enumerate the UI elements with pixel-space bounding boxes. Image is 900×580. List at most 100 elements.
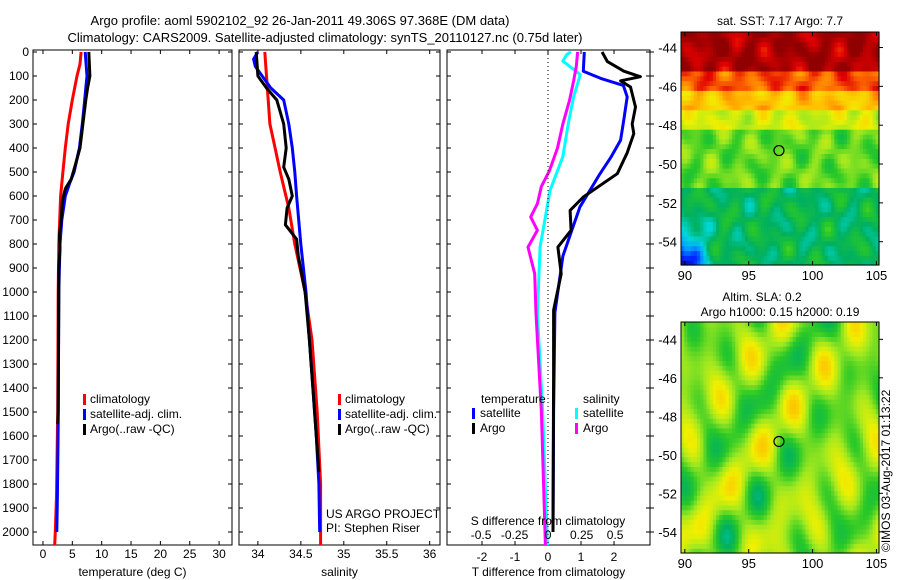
sst-cell bbox=[757, 240, 762, 247]
sst-cell bbox=[872, 129, 877, 135]
sla-cell bbox=[693, 442, 698, 448]
sst-cell bbox=[760, 61, 765, 67]
sla-cell bbox=[687, 408, 692, 414]
sla-cell bbox=[780, 461, 784, 467]
sla-cell bbox=[681, 379, 685, 386]
sst-cell bbox=[805, 216, 810, 222]
sst-cell bbox=[866, 70, 870, 77]
sst-cell bbox=[687, 95, 692, 101]
sla-cell bbox=[757, 379, 762, 386]
sst-cell bbox=[783, 167, 787, 174]
sla-cell bbox=[783, 374, 787, 381]
sla-cell bbox=[783, 456, 787, 463]
legend-swatch bbox=[83, 394, 86, 405]
sla-cell bbox=[722, 374, 727, 381]
sst-cell bbox=[818, 255, 823, 261]
sst-cell bbox=[863, 163, 867, 169]
sla-cell bbox=[703, 423, 708, 429]
sst-cell bbox=[805, 90, 810, 96]
sst-cell bbox=[712, 255, 717, 261]
sst-cell bbox=[866, 100, 870, 106]
sst-cell bbox=[818, 119, 823, 125]
sst-cell bbox=[722, 255, 727, 261]
sla-cell bbox=[776, 355, 781, 362]
sla-cell bbox=[767, 524, 771, 530]
sst-cell bbox=[764, 85, 768, 91]
sst-cell bbox=[697, 255, 701, 261]
sst-cell bbox=[719, 167, 724, 174]
sst-cell bbox=[757, 163, 762, 169]
sla-cell bbox=[719, 394, 724, 400]
sla-cell bbox=[757, 504, 762, 511]
sst-cell bbox=[751, 100, 756, 106]
sst-cell bbox=[687, 66, 692, 72]
sst-cell bbox=[712, 41, 717, 48]
sst-cell bbox=[837, 231, 842, 237]
sst-cell bbox=[741, 158, 746, 164]
sst-cell bbox=[764, 235, 768, 242]
sst-cell bbox=[760, 245, 765, 252]
sst-cell bbox=[834, 51, 839, 57]
sla-cell bbox=[700, 322, 704, 328]
sla-cell bbox=[712, 341, 717, 347]
sla-cell bbox=[741, 360, 746, 366]
sst-cell bbox=[748, 177, 752, 184]
sst-cell bbox=[744, 75, 749, 82]
sst-cell bbox=[799, 172, 803, 179]
sla-cell bbox=[796, 543, 800, 549]
sst-cell bbox=[792, 80, 797, 86]
sst-cell bbox=[716, 100, 720, 106]
sst-cell bbox=[856, 250, 861, 256]
sst-cell bbox=[693, 124, 698, 130]
sst-cell bbox=[827, 187, 832, 193]
sla-cell bbox=[712, 528, 717, 535]
sst-cell bbox=[859, 172, 864, 179]
sla-cell bbox=[693, 456, 698, 463]
sst-cell bbox=[728, 119, 733, 125]
sla-cell bbox=[716, 350, 720, 357]
sla-cell bbox=[735, 384, 740, 390]
sst-cell bbox=[824, 143, 829, 150]
sla-cell bbox=[741, 326, 746, 333]
sst-cell bbox=[802, 138, 807, 145]
sla-cell bbox=[780, 480, 784, 487]
sla-cell bbox=[725, 336, 730, 342]
sst-cell bbox=[732, 138, 736, 145]
sla-cell bbox=[776, 326, 781, 333]
sla-cell bbox=[789, 461, 794, 467]
sla-cell bbox=[735, 423, 740, 429]
sst-cell bbox=[722, 216, 727, 222]
sst-cell bbox=[684, 90, 688, 96]
sst-cell bbox=[744, 129, 749, 135]
sst-cell bbox=[872, 36, 877, 43]
sst-cell bbox=[831, 100, 835, 106]
sst-cell bbox=[697, 250, 701, 256]
sst-cell bbox=[773, 36, 778, 43]
sst-cell bbox=[834, 167, 839, 174]
sst-cell bbox=[821, 240, 826, 247]
sst-cell bbox=[760, 226, 765, 232]
sst-cell bbox=[783, 80, 787, 86]
sla-cell bbox=[687, 374, 692, 381]
sst-cell bbox=[732, 119, 736, 125]
sst-cell bbox=[850, 36, 855, 43]
sst-cell bbox=[722, 104, 727, 111]
sst-cell bbox=[805, 61, 810, 67]
sla-cell bbox=[738, 350, 743, 357]
sst-cell bbox=[808, 32, 813, 38]
sst-cell bbox=[744, 100, 749, 106]
sst-cell bbox=[716, 226, 720, 232]
sst-cell bbox=[815, 231, 819, 237]
sla-cell bbox=[697, 389, 701, 395]
sst-cell bbox=[863, 206, 867, 213]
sst-cell bbox=[872, 172, 877, 179]
sla-cell bbox=[751, 418, 756, 424]
sst-cell bbox=[799, 119, 803, 125]
sst-cell bbox=[712, 36, 717, 43]
sst-cell bbox=[831, 143, 835, 150]
sla-cell bbox=[751, 533, 756, 540]
sst-cell bbox=[722, 245, 727, 252]
sst-cell bbox=[837, 197, 842, 203]
sla-cell bbox=[703, 442, 708, 448]
sst-cell bbox=[722, 56, 727, 62]
